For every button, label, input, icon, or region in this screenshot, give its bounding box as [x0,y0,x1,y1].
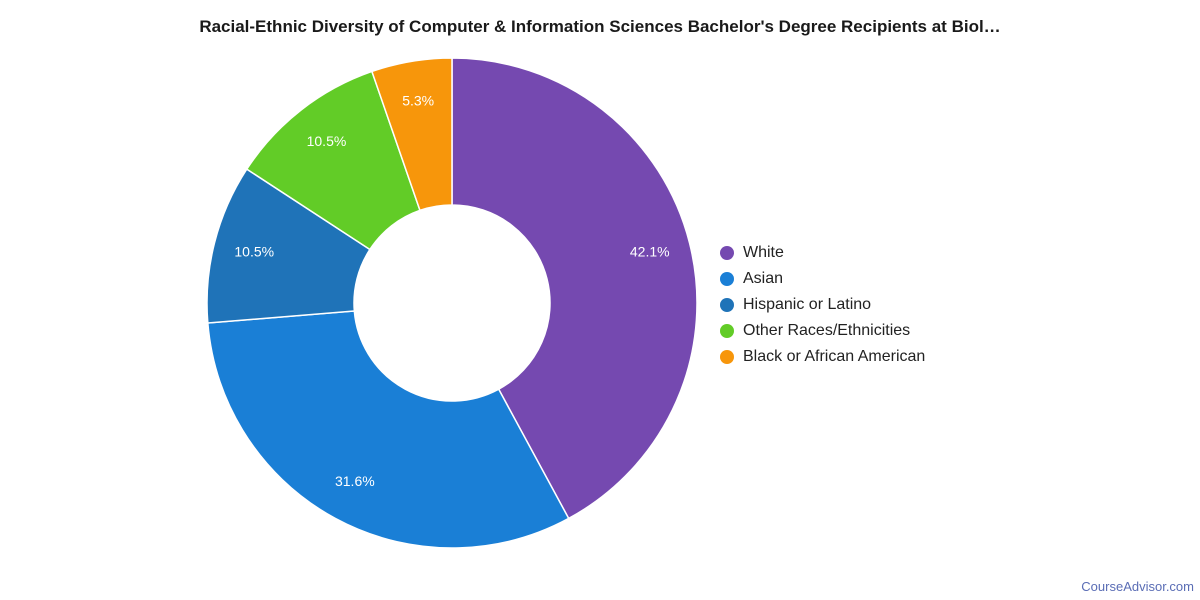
legend-swatch [720,246,734,260]
slice-label-asian: 31.6% [335,473,375,489]
slice-hispanic-or-latino[interactable] [206,168,371,324]
legend-item-white[interactable]: White [720,240,925,266]
legend-label: Asian [743,270,784,287]
legend-item-hispanic-or-latino[interactable]: Hispanic or Latino [720,292,925,318]
slice-black-or-african-american[interactable] [370,57,453,212]
chart-title: Racial-Ethnic Diversity of Computer & In… [199,17,1001,36]
legend-item-other-races-ethnicities[interactable]: Other Races/Ethnicities [720,318,925,344]
source-credit[interactable]: CourseAdvisor.com [1081,579,1194,594]
slice-other-races-ethnicities[interactable] [245,70,421,251]
legend-swatch [720,324,734,338]
legend: White Asian Hispanic or Latino Other Races/… [720,240,925,370]
slice-label-black-or-african-american: 5.3% [402,93,434,109]
slice-label-hispanic-or-latino: 10.5% [234,244,274,260]
legend-item-black-or-african-american[interactable]: Black or African American [720,344,925,370]
legend-swatch [720,272,734,286]
legend-label: Black or African American [743,348,926,365]
legend-label: Hispanic or Latino [743,296,872,313]
slice-label-other-races-ethnicities: 10.5% [307,133,347,149]
slice-label-white: 42.1% [630,244,670,260]
slice-white[interactable] [451,57,698,520]
legend-item-asian[interactable]: Asian [720,266,925,292]
legend-label: Other Races/Ethnicities [743,322,911,339]
slice-asian[interactable] [207,310,570,549]
legend-swatch [720,298,734,312]
legend-swatch [720,350,734,364]
legend-label: White [743,244,784,261]
